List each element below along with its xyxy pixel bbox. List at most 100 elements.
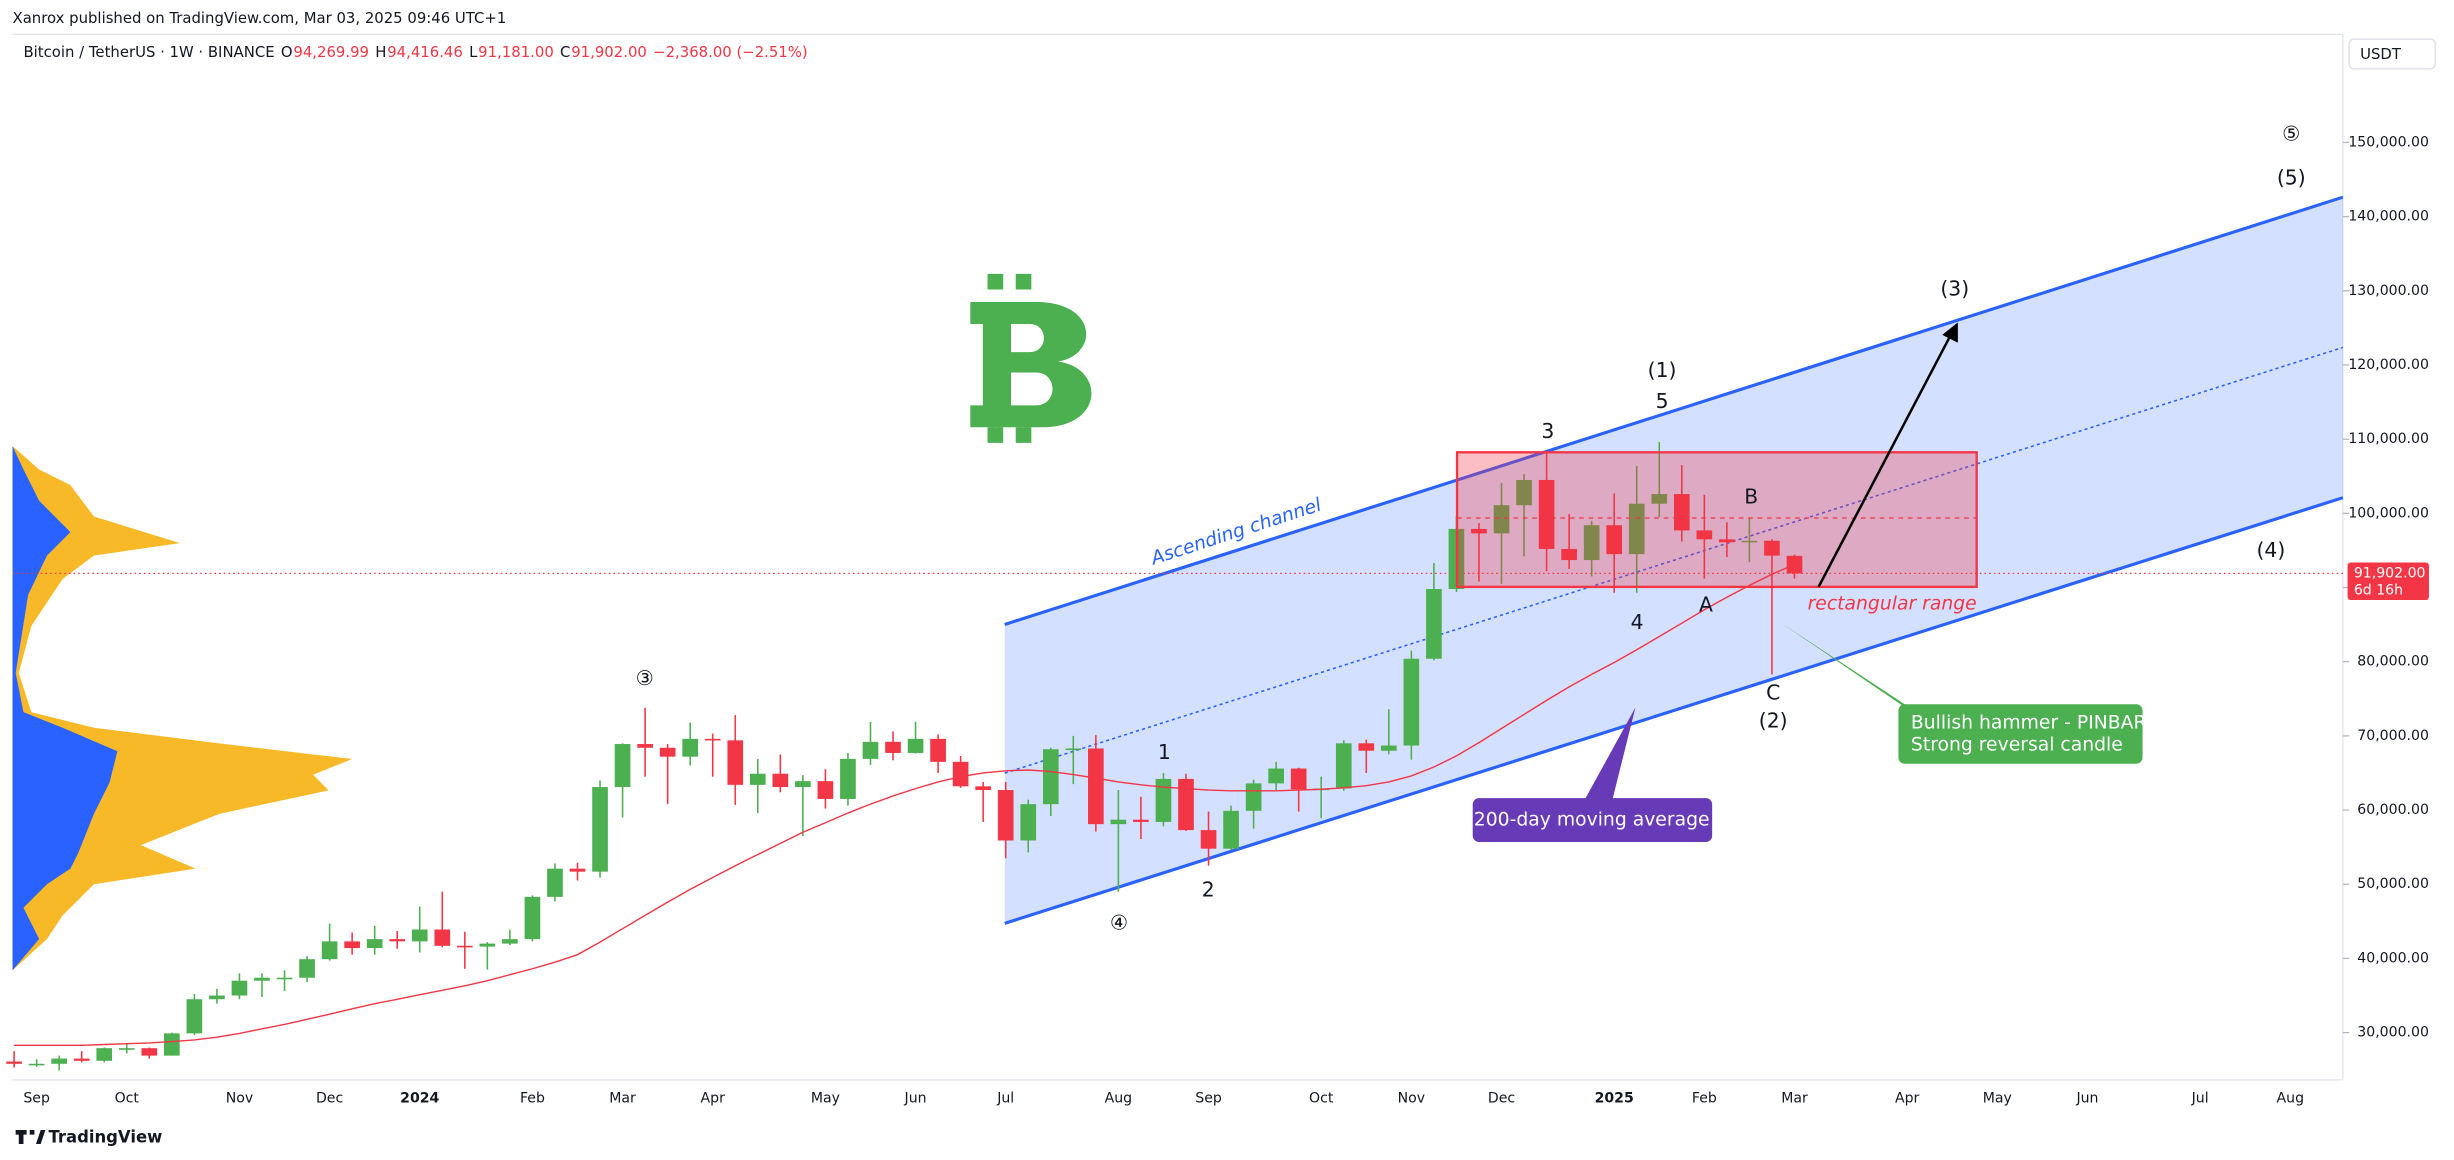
currency-button[interactable] — [2348, 38, 2437, 70]
candle-body — [6, 1061, 22, 1064]
wave-label: 4 — [1631, 610, 1644, 634]
wave-label: ⑤ — [2282, 122, 2300, 146]
candle-body — [997, 790, 1014, 841]
wave-label: (2) — [1759, 708, 1788, 732]
price-axis-bg — [2343, 34, 2454, 1080]
candle-body — [1606, 525, 1623, 555]
candle-body — [569, 868, 586, 872]
x-tick-label: Feb — [1692, 1091, 1717, 1107]
y-tick-label: 80,000.00 — [2357, 654, 2429, 670]
y-tick-label: 40,000.00 — [2357, 950, 2429, 966]
candle-body — [1245, 783, 1262, 811]
candle-body — [547, 868, 563, 897]
candle-body — [254, 977, 270, 981]
wave-label: (3) — [1940, 277, 1969, 301]
x-tick-label: Sep — [23, 1091, 50, 1107]
bitcoin-logo — [970, 302, 1092, 428]
x-tick-label: May — [1983, 1091, 2012, 1107]
x-tick-label: Nov — [1398, 1091, 1425, 1107]
y-tick-label: 50,000.00 — [2357, 876, 2429, 892]
x-tick-label: Jul — [996, 1091, 1014, 1107]
candle-body — [592, 787, 608, 872]
candle-body — [1471, 528, 1487, 534]
candle-body — [524, 896, 541, 940]
candle-body — [1381, 745, 1397, 751]
legend-value: 91,181.00 — [478, 43, 554, 61]
x-tick-label: Aug — [1105, 1091, 1133, 1107]
x-tick-label: Jun — [2075, 1091, 2098, 1107]
x-tick-label: Sep — [1195, 1091, 1222, 1107]
legend-key: L — [469, 43, 478, 61]
candle-body — [1651, 494, 1668, 504]
candle-body — [502, 939, 518, 944]
candle-body — [1133, 819, 1149, 822]
y-tick-label: 60,000.00 — [2357, 802, 2429, 818]
x-tick-label: Dec — [316, 1091, 343, 1107]
candle-body — [795, 781, 811, 788]
candle-body — [73, 1058, 90, 1061]
candle-body — [1493, 505, 1510, 534]
callout-text: Bullish hammer - PINBAR — [1911, 713, 2147, 734]
brand-logo — [15, 1129, 46, 1145]
legend-bg — [12, 40, 733, 66]
callout-text: Strong reversal candle — [1911, 734, 2123, 755]
candle-body — [389, 939, 406, 942]
x-tick-label: Aug — [2277, 1091, 2305, 1107]
currency[interactable]: USDT — [2360, 45, 2402, 63]
candle-body — [1673, 494, 1690, 531]
candle-body — [434, 929, 451, 946]
brand: TradingView — [49, 1127, 163, 1146]
y-tick-label: 110,000.00 — [2348, 431, 2429, 447]
last-price-tag — [2347, 562, 2429, 601]
callout-box — [1472, 798, 1713, 842]
candle-body — [1561, 548, 1577, 561]
arrow-head — [1942, 322, 1958, 343]
candle-body — [975, 786, 991, 791]
candle-body — [479, 943, 496, 947]
candle-body — [930, 738, 946, 762]
x-tick-label: Jun — [904, 1091, 927, 1107]
bitcoin-logo — [987, 273, 1032, 443]
candle-body — [1178, 778, 1194, 831]
x-tick-label: Apr — [701, 1091, 726, 1107]
candle-body — [231, 980, 248, 996]
symbol: Bitcoin / TetherUS · 1W · BINANCE — [23, 43, 274, 61]
x-tick-label: May — [811, 1091, 840, 1107]
candle-body — [51, 1058, 67, 1064]
legend-key: H — [375, 43, 386, 61]
wave-label: B — [1744, 485, 1758, 509]
callout-text: 200-day moving average — [1474, 810, 1710, 831]
rectangular-range — [1455, 451, 1978, 589]
wave-label: ③ — [636, 666, 654, 690]
candle-body — [840, 758, 856, 799]
legend-key: O — [281, 43, 293, 61]
y-tick-label: 150,000.00 — [2348, 134, 2429, 150]
wave-label: 5 — [1656, 389, 1669, 413]
wave-label: ④ — [1110, 910, 1128, 934]
candle-body — [1042, 749, 1059, 805]
wave-label: A — [1699, 593, 1713, 617]
candle-body — [1223, 810, 1239, 849]
candle-body — [1719, 539, 1735, 543]
candle-body — [96, 1048, 113, 1061]
candle-body — [118, 1048, 135, 1050]
candle-body — [1335, 743, 1352, 789]
x-tick-label: 2025 — [1595, 1091, 1634, 1107]
y-tick-label: 70,000.00 — [2357, 728, 2429, 744]
candle-body — [1628, 503, 1645, 555]
y-tick-label: 140,000.00 — [2348, 209, 2429, 225]
volume-profile — [12, 446, 118, 971]
legend: Bitcoin / TetherUS · 1W · BINANCE USDT O… — [12, 38, 2437, 70]
candle-body — [186, 999, 203, 1034]
x-tick-label: Mar — [609, 1091, 636, 1107]
axes: 30,000.00 40,000.00 50,000.00 60,000.00 70,0… — [23, 34, 2454, 1107]
candle-body — [1696, 530, 1713, 540]
callout-box — [1898, 704, 2143, 764]
candle-body — [727, 740, 744, 785]
plot-area — [12, 33, 2344, 1081]
legend-key: C — [560, 43, 570, 61]
x-tick-label: Oct — [115, 1091, 140, 1107]
candle-body — [817, 781, 834, 799]
